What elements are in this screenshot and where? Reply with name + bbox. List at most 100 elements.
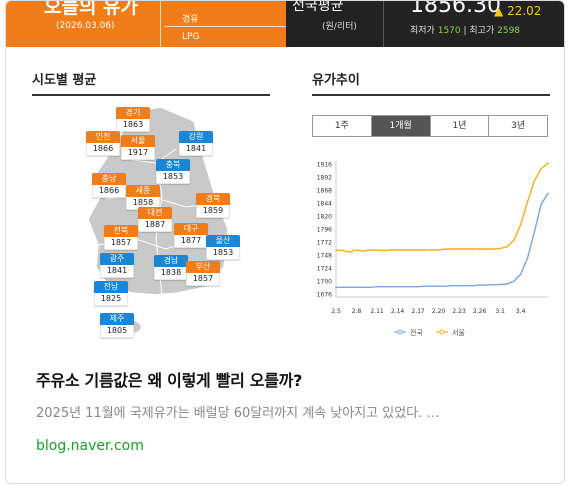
data-point [540, 203, 542, 205]
map-label-region: 서울 1917 [121, 135, 155, 160]
national-average-banner: 전국평균 (원/리터) 1856.30 ▲ 22.02 최저가 1570 | 최… [286, 1, 564, 47]
data-point [485, 248, 488, 250]
data-point [478, 284, 481, 286]
map-label-region: 광주 1841 [100, 253, 134, 278]
fuel-type-diesel: 경유 [182, 15, 199, 25]
banner-title: 오늘의 유가 [44, 1, 139, 18]
y-tick-label: 1820 [317, 214, 332, 221]
region-name: 경기 [116, 107, 150, 119]
map-label-region: 대구 1877 [174, 223, 208, 248]
data-point [513, 239, 515, 242]
data-point [348, 286, 351, 289]
legend-label: 전국 [410, 328, 423, 337]
data-point [465, 248, 467, 250]
region-name: 제주 [100, 313, 134, 325]
data-point [335, 286, 337, 289]
data-point [410, 285, 413, 288]
region-price: 1841 [179, 143, 213, 156]
y-tick-label: 1748 [317, 252, 332, 259]
data-point [533, 180, 536, 182]
region-price: 1859 [196, 205, 230, 218]
data-point [369, 286, 371, 289]
y-tick-label: 1724 [317, 265, 332, 272]
y-tick-label: 1796 [317, 227, 332, 234]
map-label-region: 제주 1805 [100, 313, 134, 338]
map-label-region: 전북 1857 [104, 225, 138, 250]
search-result-card[interactable]: 오늘의 유가 (2026.03.06) 경유 LPG 전국평균 (원/리터) 1… [5, 0, 565, 484]
data-point [383, 249, 385, 252]
data-point [437, 249, 440, 251]
data-point [417, 285, 419, 288]
region-price: 1857 [104, 237, 138, 250]
section-divider [312, 94, 550, 96]
region-price: 1838 [154, 267, 188, 280]
map-label-region: 경북 1859 [196, 193, 230, 218]
data-point [499, 283, 501, 286]
korea-map: 경기 1863 인천 1866 서울 1917 강원 1841 충북 1853 충남 1866 세종 18… [66, 99, 266, 341]
region-price: 1863 [116, 119, 150, 132]
x-tick-label: 2.20 [432, 308, 446, 315]
data-point [362, 250, 365, 252]
thumbnail-image[interactable]: 오늘의 유가 (2026.03.06) 경유 LPG 전국평균 (원/리터) 1… [6, 1, 564, 341]
data-point [348, 251, 351, 254]
tab-1-week[interactable]: 1주 [313, 116, 371, 136]
data-point [417, 249, 419, 251]
today-oil-price-banner: 오늘의 유가 (2026.03.06) 경유 LPG [6, 1, 286, 47]
data-point [526, 201, 529, 203]
data-point [389, 249, 392, 251]
price-unit: (원/리터) [322, 22, 357, 32]
data-point [410, 249, 413, 251]
result-snippet: 2025년 11월에 국제유가는 배럴당 60달러까지 계속 낮아지고 있었다.… [36, 406, 440, 421]
data-point [376, 285, 378, 288]
region-price: 1887 [138, 219, 172, 232]
data-point [362, 286, 365, 289]
tab-3-years[interactable]: 3년 [488, 116, 547, 136]
result-title-link[interactable]: 주유소 기름값은 왜 이렇게 빨리 오를까? [36, 371, 303, 390]
map-label-region: 경기 1863 [116, 107, 150, 132]
map-label-region: 인천 1866 [86, 131, 120, 156]
region-price: 1853 [206, 247, 240, 260]
legend-marker [397, 329, 403, 335]
data-point [383, 285, 385, 288]
data-point [547, 162, 549, 164]
region-name: 부산 [186, 261, 220, 273]
region-price: 1917 [121, 147, 155, 160]
x-tick-label: 2.5 [331, 308, 341, 315]
price-change-value: 22.02 [507, 4, 542, 18]
region-name: 강원 [179, 131, 213, 143]
tab-1-year[interactable]: 1년 [429, 116, 489, 136]
region-name: 대전 [138, 207, 172, 219]
region-price: 1805 [100, 325, 134, 338]
data-point [547, 192, 549, 195]
min-value: 1570 [437, 26, 461, 36]
data-point [519, 223, 522, 226]
map-label-region: 경남 1838 [154, 255, 188, 280]
data-point [471, 284, 474, 287]
data-point [492, 283, 495, 286]
data-point [355, 249, 358, 251]
result-source-link[interactable]: blog.naver.com [36, 438, 144, 454]
banner-divider [164, 26, 286, 27]
banner-divider [160, 1, 161, 47]
tab-1-month[interactable]: 1개월 [370, 116, 430, 136]
data-point [451, 284, 454, 287]
data-point [506, 283, 508, 285]
data-point [424, 285, 426, 288]
data-point [519, 273, 522, 276]
region-name: 전남 [94, 281, 128, 293]
map-label-region: 전남 1825 [94, 281, 128, 306]
data-point [430, 285, 433, 288]
region-price: 1853 [156, 171, 190, 184]
series-line-1 [335, 162, 549, 253]
y-tick-label: 1916 [317, 162, 332, 169]
region-name: 충북 [156, 159, 190, 171]
data-point [533, 231, 536, 234]
x-tick-label: 3.4 [516, 308, 526, 315]
region-name: 경남 [154, 255, 188, 267]
x-tick-label: 2.11 [370, 308, 384, 315]
data-point [389, 285, 392, 288]
data-point [403, 285, 406, 288]
data-point [424, 249, 426, 251]
legend-label: 서울 [452, 328, 465, 337]
min-max-prices: 최저가 1570 | 최고가 2598 [410, 26, 521, 36]
